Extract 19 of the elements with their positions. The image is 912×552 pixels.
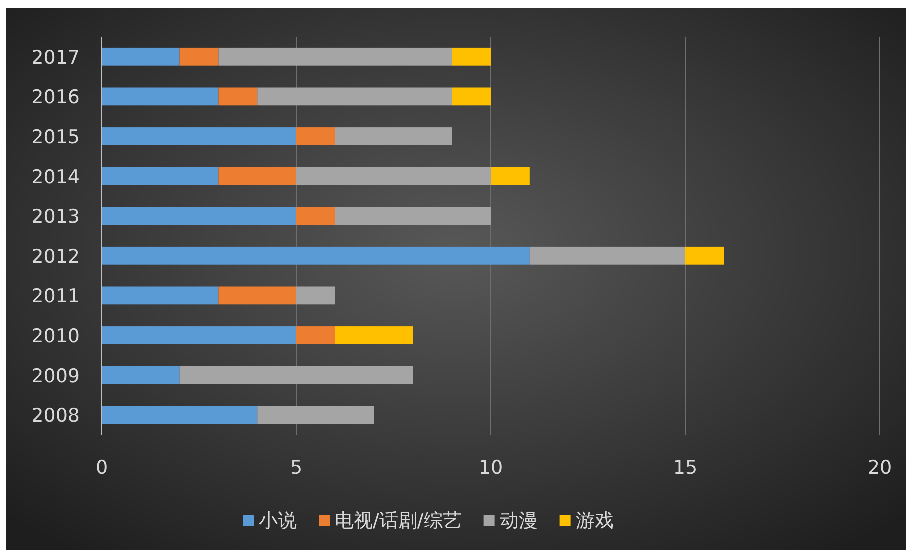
y-tick-label: 2014	[32, 166, 80, 188]
y-tick-label: 2008	[32, 405, 80, 428]
x-tick-label: 5	[290, 457, 303, 479]
y-tick-label: 2015	[32, 126, 80, 148]
y-tick-label: 2011	[32, 286, 80, 308]
y-tick-label: 2009	[32, 365, 80, 388]
y-tick-label: 2013	[32, 206, 80, 228]
y-tick-label: 2010	[32, 326, 80, 348]
legend-label: 游戏	[576, 510, 614, 532]
x-tick-label: 15	[673, 457, 698, 479]
x-tick-label: 10	[478, 457, 504, 479]
legend-label: 动漫	[500, 510, 538, 532]
y-tick-label: 2012	[32, 246, 80, 268]
y-tick-label: 2016	[32, 86, 80, 109]
y-tick-label: 2017	[32, 46, 80, 69]
x-tick-label: 0	[96, 457, 108, 479]
legend-label: 小说	[259, 510, 297, 532]
legend-label: 电视/话剧/综艺	[335, 510, 462, 532]
x-tick-label: 20	[868, 457, 892, 479]
